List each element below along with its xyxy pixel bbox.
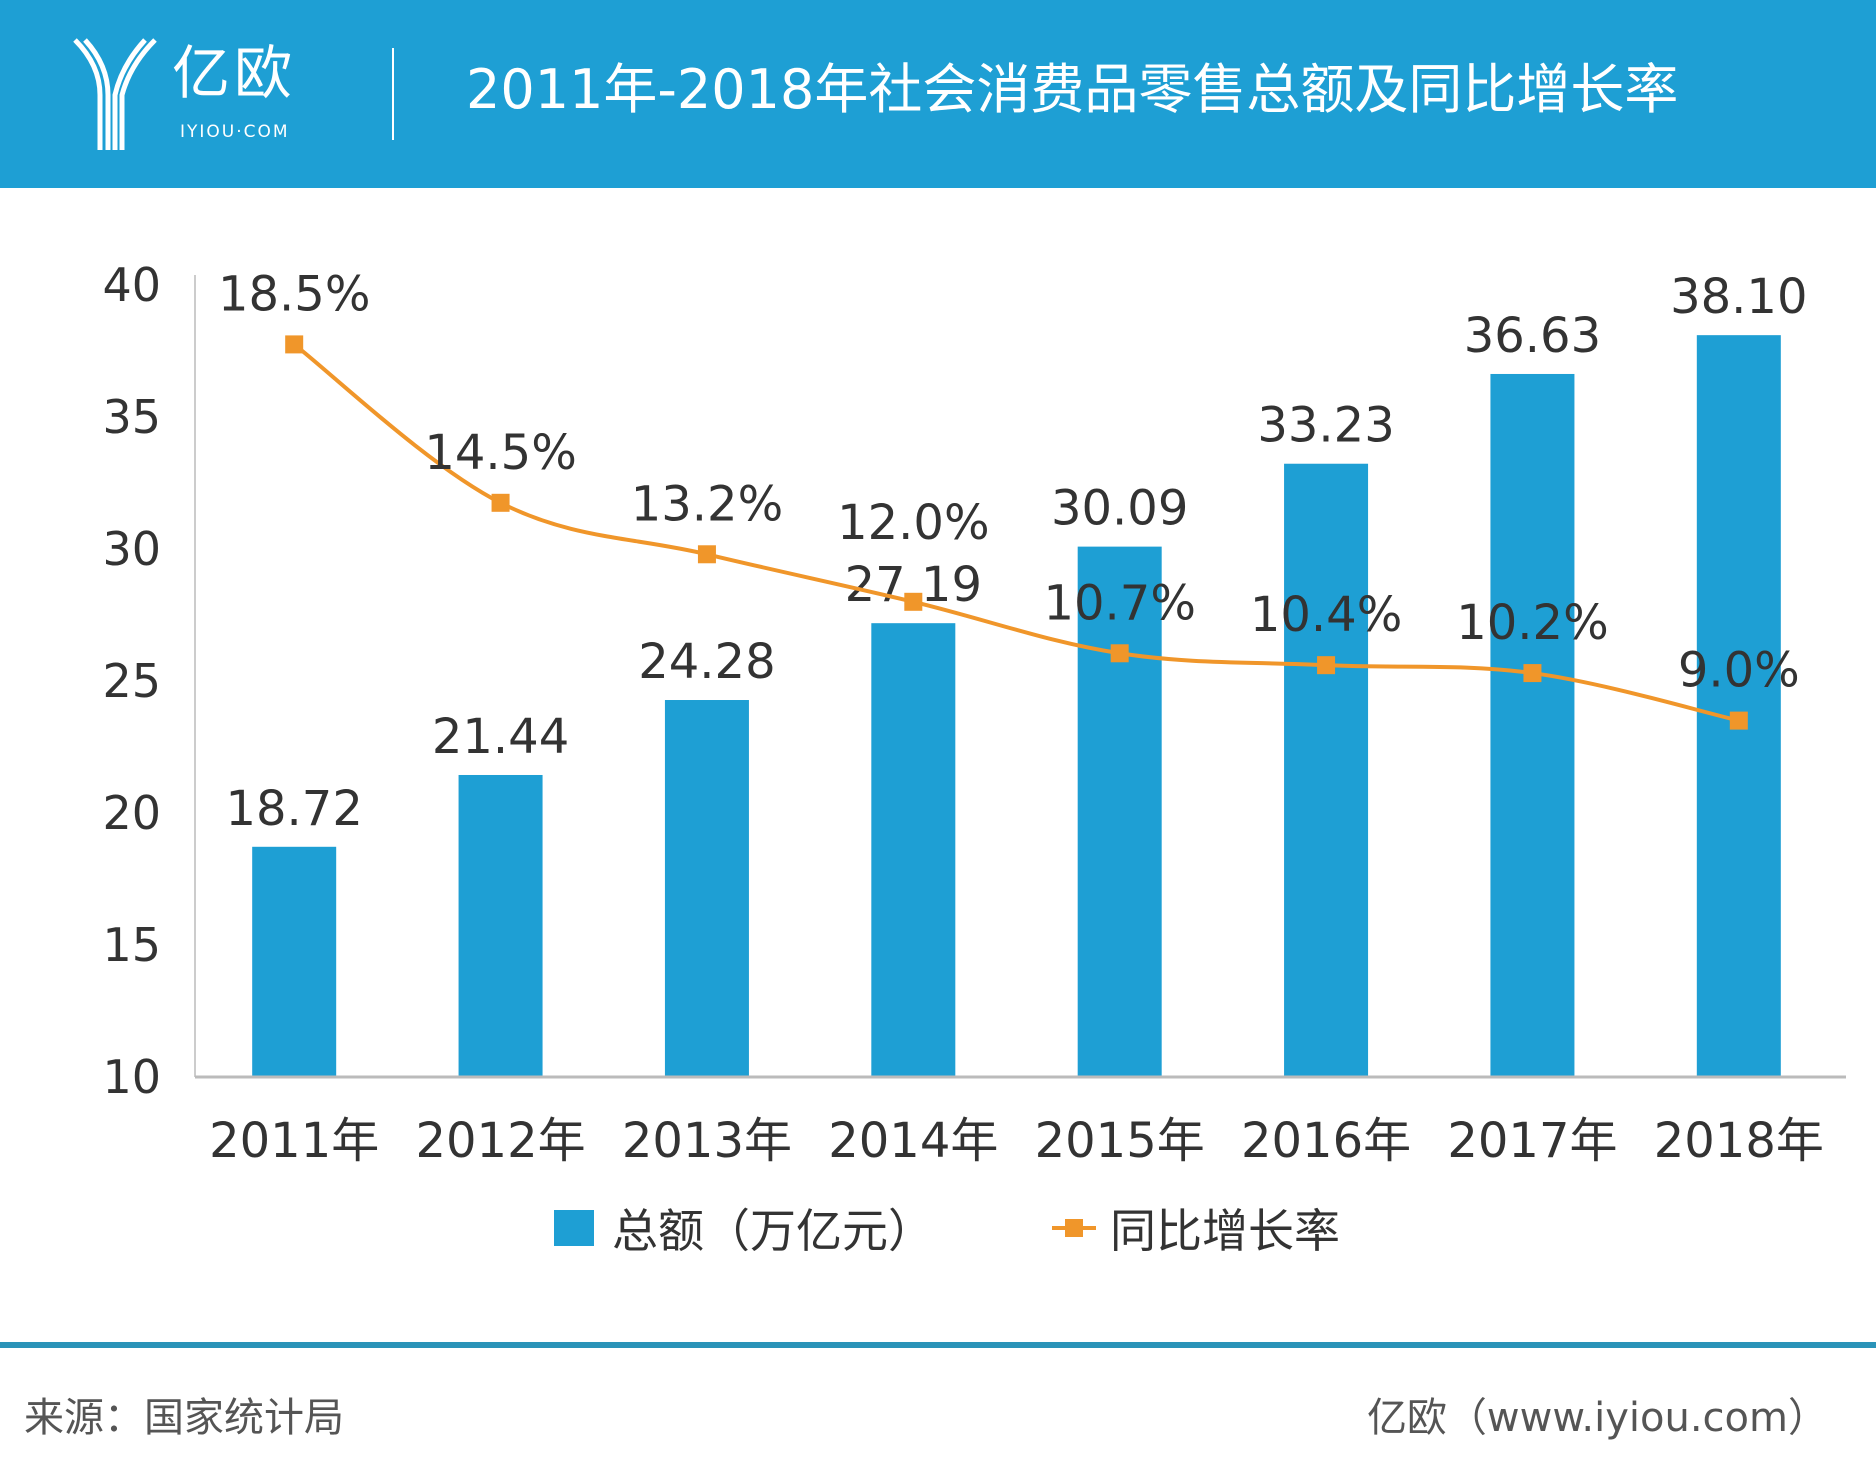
y-tick-label: 30 (102, 522, 161, 576)
bar-value-label: 36.63 (1464, 308, 1601, 364)
bar-value-label: 30.09 (1051, 481, 1188, 537)
growth-marker-2013年 (697, 545, 716, 564)
x-tick-label: 2011年 (209, 1113, 379, 1169)
chart-title: 2011年-2018年社会消费品零售总额及同比增长率 (466, 58, 1679, 121)
growth-value-label: 9.0% (1678, 643, 1800, 699)
y-tick-label: 15 (102, 918, 161, 972)
growth-marker-2011年 (285, 335, 304, 354)
bar-2011年 (252, 846, 337, 1077)
y-tick-label: 20 (102, 786, 161, 840)
growth-marker-2018年 (1729, 711, 1748, 730)
growth-marker-2016年 (1317, 656, 1336, 675)
bar-2018年 (1696, 335, 1781, 1077)
bar-2014年 (871, 623, 956, 1077)
legend-label-growth: 同比增长率 (1110, 1204, 1340, 1258)
growth-value-label: 10.7% (1043, 575, 1195, 631)
iyiou-logo-icon (73, 38, 157, 150)
bar-2013年 (664, 700, 749, 1077)
y-tick-label: 35 (102, 390, 161, 444)
growth-marker-2015年 (1110, 644, 1129, 663)
growth-marker-2014年 (904, 592, 923, 611)
logo-text: 亿欧 (172, 39, 297, 107)
growth-value-label: 18.5% (218, 266, 370, 322)
site-text: 亿欧（www.iyiou.com） (1366, 1395, 1828, 1441)
bar-value-label: 18.72 (225, 781, 362, 837)
chart: 10 15 20 25 30 35 40 18.72 2011年 21.44 2012年 24.28 2… (102, 258, 1846, 1169)
header-banner: 亿欧 IYIOU·COM 2011年-2018年社会消费品零售总额及同比增长率 (0, 0, 1876, 188)
source-text: 来源：国家统计局 (24, 1395, 344, 1441)
legend-label-total: 总额（万亿元） (612, 1204, 934, 1258)
x-tick-label: 2013年 (622, 1113, 792, 1169)
x-tick-label: 2017年 (1447, 1113, 1617, 1169)
legend-bar-swatch-icon (554, 1210, 594, 1246)
bar-value-label: 24.28 (638, 634, 775, 690)
bar-2015年 (1077, 546, 1162, 1077)
x-tick-label: 2018年 (1654, 1113, 1824, 1169)
growth-value-label: 12.0% (837, 495, 989, 551)
legend-item-total: 总额（万亿元） (554, 1200, 934, 1258)
bar-2016年 (1284, 463, 1369, 1077)
logo-subtext: IYIOU·COM (180, 122, 290, 142)
bar-2017年 (1490, 373, 1575, 1077)
growth-marker-2012年 (491, 493, 510, 512)
y-tick-label: 25 (102, 654, 161, 708)
bar-value-label: 33.23 (1257, 398, 1394, 454)
growth-value-label: 13.2% (631, 476, 783, 532)
growth-value-label: 10.4% (1250, 587, 1402, 643)
bar-2012年 (458, 774, 543, 1077)
bar-value-label: 21.44 (432, 709, 569, 765)
legend-item-growth: 同比增长率 (1052, 1200, 1340, 1258)
x-tick-label: 2016年 (1241, 1113, 1411, 1169)
legend: 总额（万亿元） 同比增长率 (0, 1200, 1876, 1260)
growth-value-label: 14.5% (424, 425, 576, 481)
x-tick-label: 2015年 (1035, 1113, 1205, 1169)
y-tick-label: 10 (102, 1050, 161, 1104)
growth-value-label: 10.2% (1456, 595, 1608, 651)
growth-marker-2017年 (1523, 664, 1542, 683)
legend-line-marker-icon (1052, 1210, 1096, 1246)
bar-value-label: 38.10 (1670, 269, 1807, 325)
header-divider (392, 48, 394, 140)
x-tick-label: 2012年 (415, 1113, 585, 1169)
footer-divider (0, 1342, 1876, 1348)
y-tick-label: 40 (102, 258, 161, 312)
x-tick-label: 2014年 (828, 1113, 998, 1169)
